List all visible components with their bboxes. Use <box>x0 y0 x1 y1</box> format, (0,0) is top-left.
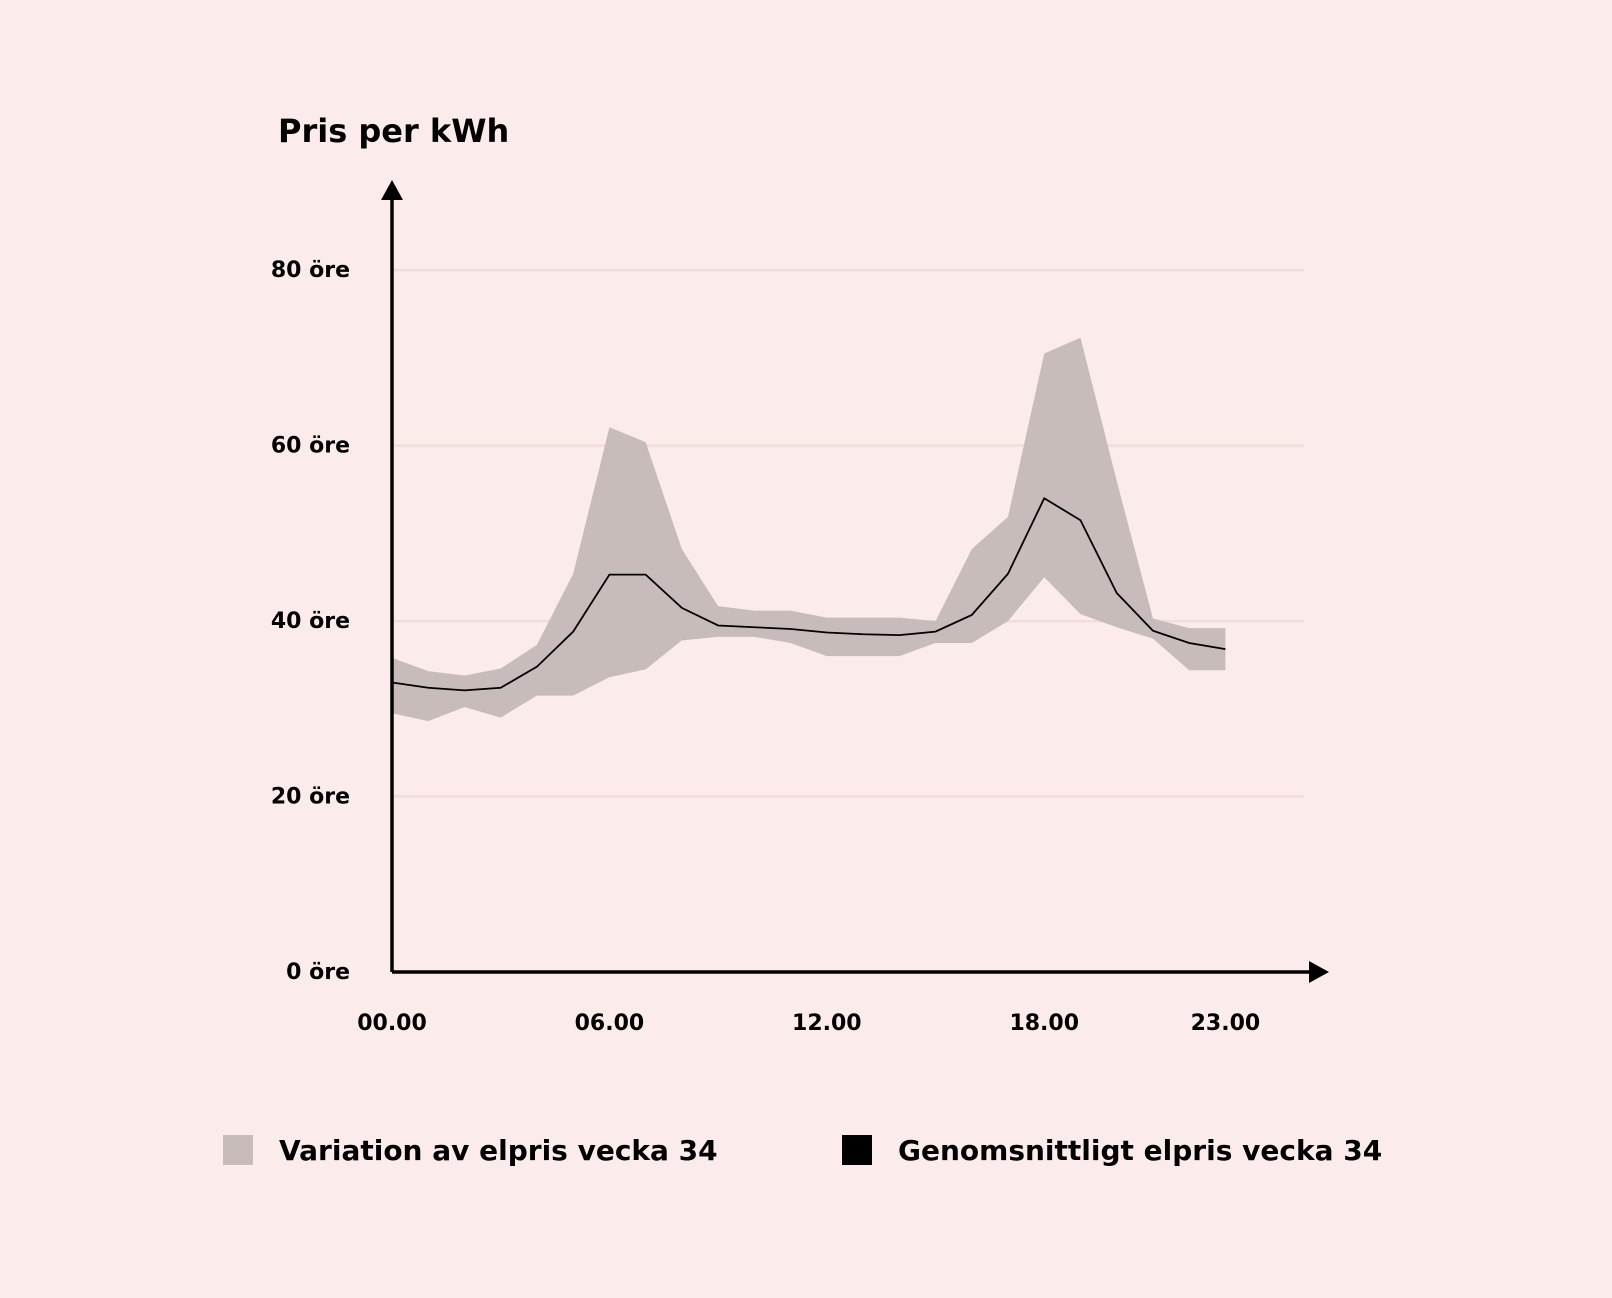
x-axis-arrow <box>1309 961 1329 983</box>
x-tick-label: 12.00 <box>792 1011 862 1036</box>
average-line-layer <box>391 496 1226 692</box>
grid-lines <box>392 268 1304 798</box>
axes <box>381 180 1329 983</box>
y-tick-label: 60 öre <box>271 434 350 459</box>
y-tick-labels: 0 öre 20 öre 40 öre 60 öre 80 öre <box>271 258 350 985</box>
y-tick-label: 80 öre <box>271 258 350 283</box>
legend-swatch-average <box>842 1135 872 1165</box>
average-price-line <box>391 496 1226 692</box>
y-tick-label: 0 öre <box>286 960 350 985</box>
y-axis-title: Pris per kWh <box>278 112 509 150</box>
y-axis-arrow <box>381 180 403 200</box>
variation-band-layer <box>392 337 1226 722</box>
y-tick-label: 20 öre <box>271 785 350 810</box>
x-tick-label: 00.00 <box>357 1011 427 1036</box>
y-tick-label: 40 öre <box>271 609 350 634</box>
legend: Variation av elpris vecka 34 Genomsnittl… <box>223 1134 1382 1167</box>
x-tick-label: 23.00 <box>1191 1011 1261 1036</box>
x-tick-labels: 00.00 06.00 12.00 18.00 23.00 <box>357 1011 1260 1036</box>
legend-label-variation: Variation av elpris vecka 34 <box>279 1134 718 1167</box>
x-tick-label: 18.00 <box>1009 1011 1079 1036</box>
x-tick-label: 06.00 <box>575 1011 645 1036</box>
legend-swatch-variation <box>223 1135 253 1165</box>
legend-label-average: Genomsnittligt elpris vecka 34 <box>898 1134 1382 1167</box>
variation-band <box>392 337 1226 722</box>
